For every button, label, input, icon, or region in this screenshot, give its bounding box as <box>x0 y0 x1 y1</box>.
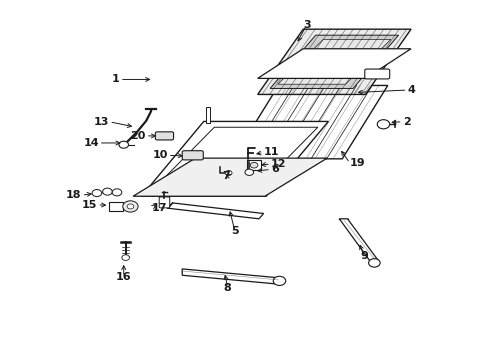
FancyBboxPatch shape <box>182 151 203 160</box>
Circle shape <box>250 162 257 168</box>
Circle shape <box>225 171 232 175</box>
Text: 9: 9 <box>360 251 367 261</box>
FancyBboxPatch shape <box>159 197 169 208</box>
Text: 10: 10 <box>152 150 167 160</box>
Text: 19: 19 <box>349 158 365 168</box>
Circle shape <box>102 188 112 195</box>
Polygon shape <box>141 121 327 196</box>
Bar <box>247 160 260 170</box>
Circle shape <box>112 189 122 196</box>
Circle shape <box>244 169 253 175</box>
Polygon shape <box>339 219 378 261</box>
Text: 16: 16 <box>116 272 131 282</box>
Text: 4: 4 <box>407 85 414 95</box>
Polygon shape <box>257 29 410 94</box>
Circle shape <box>368 259 379 267</box>
Polygon shape <box>133 158 326 196</box>
Text: 18: 18 <box>66 190 81 200</box>
Circle shape <box>273 276 285 285</box>
Text: 7: 7 <box>222 171 230 181</box>
Text: 17: 17 <box>152 203 167 212</box>
Polygon shape <box>167 203 263 219</box>
Text: 13: 13 <box>94 117 109 127</box>
Polygon shape <box>232 85 387 159</box>
Circle shape <box>376 120 389 129</box>
FancyBboxPatch shape <box>155 132 173 140</box>
Text: 2: 2 <box>402 117 409 127</box>
Text: 8: 8 <box>224 283 231 293</box>
Text: 15: 15 <box>82 200 97 210</box>
Text: 14: 14 <box>83 138 99 148</box>
Circle shape <box>92 189 102 197</box>
Circle shape <box>122 201 138 212</box>
Text: 3: 3 <box>303 20 310 30</box>
Text: 11: 11 <box>263 148 279 157</box>
Polygon shape <box>152 127 317 190</box>
Circle shape <box>127 204 134 209</box>
Text: 20: 20 <box>130 131 145 141</box>
Circle shape <box>122 255 129 260</box>
FancyBboxPatch shape <box>364 69 389 79</box>
Text: 6: 6 <box>270 165 278 174</box>
Text: 1: 1 <box>112 75 120 85</box>
Text: 12: 12 <box>270 159 286 169</box>
Circle shape <box>119 141 128 148</box>
Text: 5: 5 <box>231 226 238 236</box>
Bar <box>109 202 122 211</box>
Polygon shape <box>269 35 398 89</box>
Polygon shape <box>205 107 210 123</box>
Polygon shape <box>257 49 410 78</box>
Polygon shape <box>277 39 390 84</box>
Polygon shape <box>182 269 278 284</box>
